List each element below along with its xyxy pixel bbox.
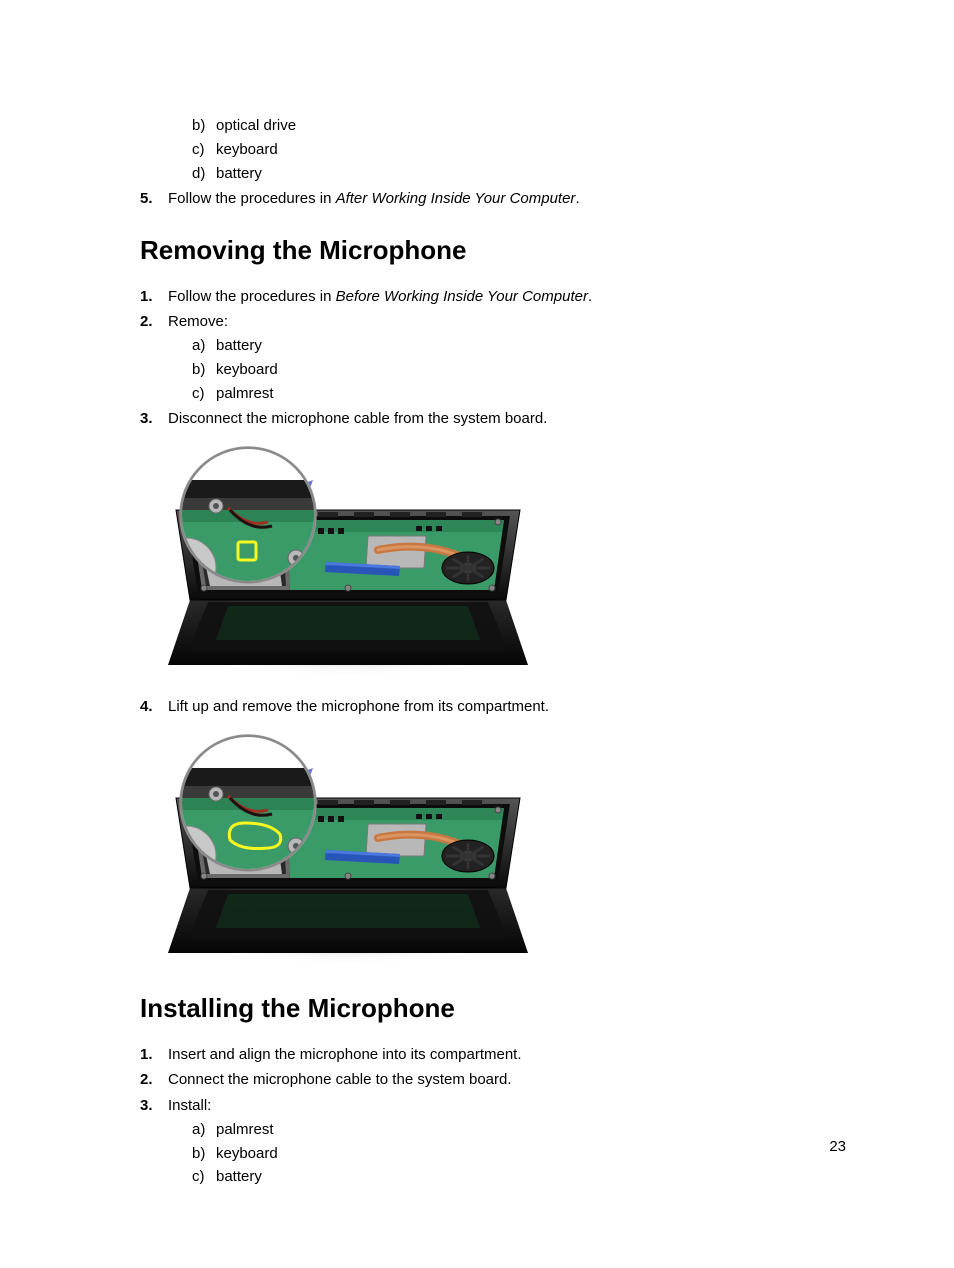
list-item: b)optical drive c)keyboard d)battery <box>140 115 846 184</box>
sub-item: d)battery <box>192 163 846 185</box>
sub-item: c)keyboard <box>192 139 846 161</box>
list-item: 1. Follow the procedures in Before Worki… <box>140 286 846 308</box>
sub-item: b)keyboard <box>192 359 846 381</box>
list-item: 1. Insert and align the microphone into … <box>140 1044 846 1066</box>
list-item-step-5: 5. Follow the procedures in After Workin… <box>140 188 846 210</box>
page-number: 23 <box>829 1136 846 1158</box>
sub-item: c)battery <box>192 1166 846 1188</box>
figure-lift-microphone <box>168 728 846 968</box>
list-item: 3. Disconnect the microphone cable from … <box>140 408 846 430</box>
sub-item: a)palmrest <box>192 1119 846 1141</box>
removing-steps-list: 1. Follow the procedures in Before Worki… <box>140 286 846 431</box>
sub-list: a)battery b)keyboard c)palmrest <box>168 335 846 404</box>
document-page: b)optical drive c)keyboard d)battery 5. … <box>0 0 954 1268</box>
installing-steps-list: 1. Insert and align the microphone into … <box>140 1044 846 1189</box>
list-item: 3. Install: a)palmrest b)keyboard c)batt… <box>140 1095 846 1188</box>
sub-list: b)optical drive c)keyboard d)battery <box>168 115 846 184</box>
removing-steps-list-cont: 4. Lift up and remove the microphone fro… <box>140 696 846 718</box>
sub-item: c)palmrest <box>192 383 846 405</box>
list-item: 2. Remove: a)battery b)keyboard c)palmre… <box>140 311 846 404</box>
top-continuation-list: b)optical drive c)keyboard d)battery 5. … <box>140 115 846 210</box>
sub-item: a)battery <box>192 335 846 357</box>
list-item: 4. Lift up and remove the microphone fro… <box>140 696 846 718</box>
sub-item: b)optical drive <box>192 115 846 137</box>
heading-installing-microphone: Installing the Microphone <box>140 990 846 1028</box>
sub-list: a)palmrest b)keyboard c)battery <box>168 1119 846 1188</box>
heading-removing-microphone: Removing the Microphone <box>140 232 846 270</box>
sub-item: b)keyboard <box>192 1143 846 1165</box>
figure-disconnect-cable <box>168 440 846 680</box>
list-item: 2. Connect the microphone cable to the s… <box>140 1069 846 1091</box>
